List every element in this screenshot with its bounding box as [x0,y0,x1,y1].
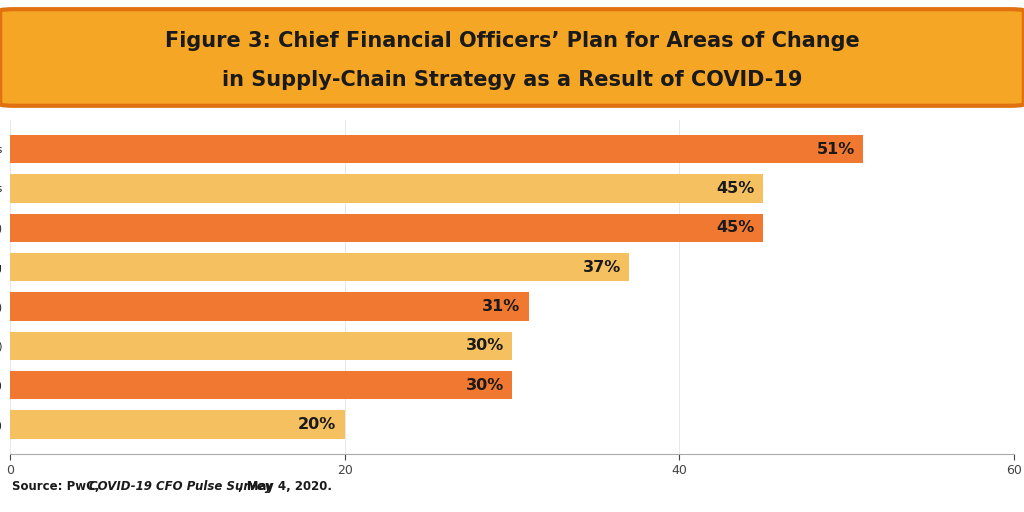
Bar [10,411,345,439]
Bar [10,214,763,242]
Text: 51%: 51% [816,142,855,157]
Text: Source: PwC,: Source: PwC, [12,480,103,493]
Bar [10,135,863,163]
Bar [10,292,528,321]
Text: 30%: 30% [465,378,504,393]
Bar [10,371,512,399]
Text: Figure 3: Chief Financial Officers’ Plan for Areas of Change: Figure 3: Chief Financial Officers’ Plan… [165,31,859,51]
Text: COVID-19 CFO Pulse Survey: COVID-19 CFO Pulse Survey [89,480,272,493]
Bar [10,174,763,203]
Bar [10,253,629,281]
Text: in Supply-Chain Strategy as a Result of COVID-19: in Supply-Chain Strategy as a Result of … [222,70,802,91]
FancyBboxPatch shape [0,9,1024,106]
Text: 20%: 20% [298,417,336,432]
Text: 45%: 45% [716,220,755,236]
Text: 31%: 31% [482,299,520,314]
Text: 45%: 45% [716,181,755,196]
Text: , May 4, 2020.: , May 4, 2020. [238,480,332,493]
Text: 37%: 37% [583,260,621,274]
Text: 30%: 30% [465,338,504,353]
Bar [10,332,512,360]
